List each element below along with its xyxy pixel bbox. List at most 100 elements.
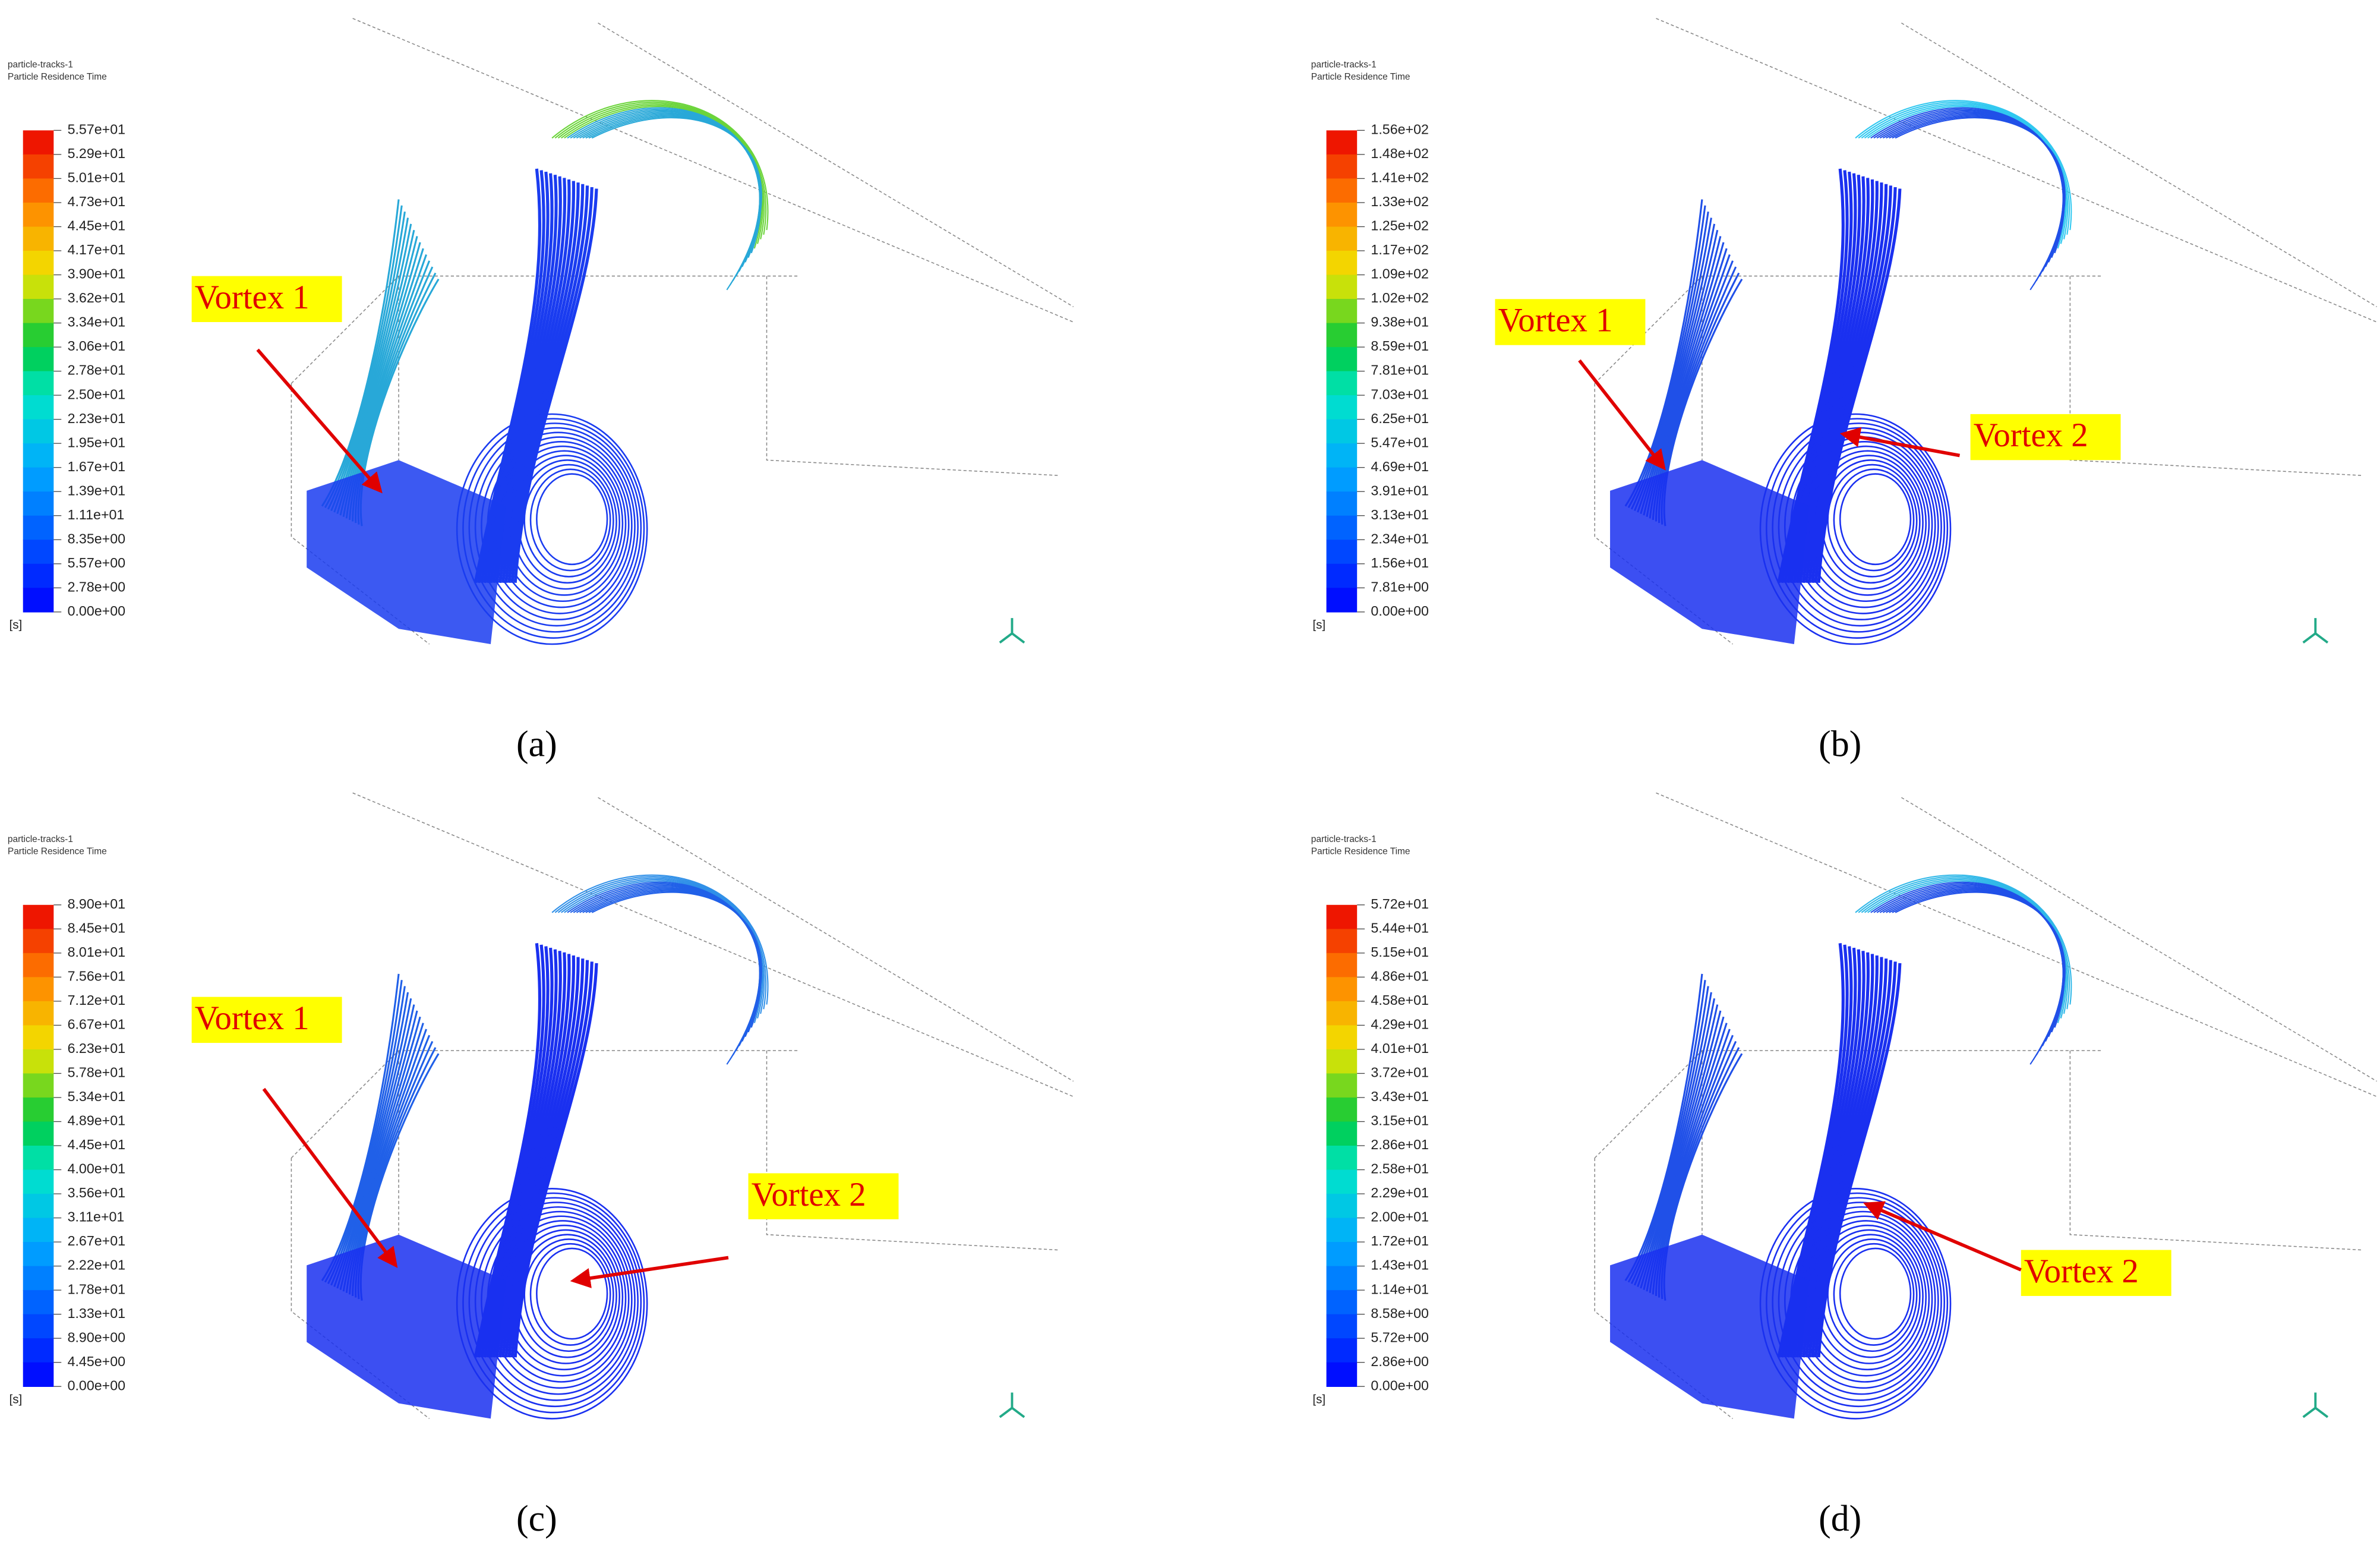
- track-band: [1795, 178, 1870, 584]
- legend-title: particle-tracks-1: [8, 834, 73, 844]
- track-loop: [536, 1247, 608, 1340]
- colorbar-label: 4.58e+01: [1371, 992, 1429, 1008]
- caption: (d): [1819, 1499, 1861, 1539]
- colorbar-segment: [1326, 1146, 1358, 1171]
- colorbar-segment: [23, 154, 54, 179]
- colorbar-segment: [1326, 1266, 1358, 1291]
- colorbar-label: 1.33e+02: [1371, 194, 1429, 209]
- track-arc: [1886, 888, 2065, 1051]
- track-arc: [588, 116, 762, 286]
- track-arc: [1892, 116, 2065, 286]
- colorbar-segment: [23, 953, 54, 978]
- track-arc: [1861, 103, 2069, 239]
- track-loop: [1833, 468, 1915, 572]
- colorbar-segment: [1326, 467, 1358, 492]
- colorbar-segment: [23, 588, 54, 613]
- panel: particle-tracks-1 Particle Residence Time…: [8, 18, 1074, 764]
- colorbar-label: 5.47e+01: [1371, 434, 1429, 450]
- track-arc: [1855, 874, 2072, 1005]
- annotation-box: [1970, 414, 2121, 461]
- axis-triad: [999, 618, 1025, 644]
- track-loop: [1839, 473, 1912, 566]
- colorbar-segment: [23, 540, 54, 565]
- colorbar-label: 4.29e+01: [1371, 1017, 1429, 1032]
- colorbar-segment: [23, 977, 54, 1002]
- colorbar-segment: [23, 323, 54, 348]
- colorbar-segment: [1326, 250, 1358, 276]
- particle-tracks: [307, 100, 769, 645]
- track-band: [1811, 185, 1892, 584]
- colorbar-label: 1.41e+02: [1371, 170, 1429, 185]
- colorbar-label: 4.89e+01: [68, 1113, 126, 1128]
- annotation-box: [191, 276, 342, 323]
- track-band: [504, 184, 585, 584]
- colorbar-label: 3.15e+01: [1371, 1113, 1429, 1128]
- colorbar-segment: [23, 467, 54, 492]
- track-band: [1811, 960, 1892, 1358]
- legend-title: Particle Residence Time: [8, 847, 107, 857]
- annotation-arrow: [1578, 359, 1666, 471]
- track-arc: [1889, 115, 2065, 281]
- track-base: [1610, 1234, 1810, 1419]
- colorbar-label: 6.23e+01: [68, 1040, 126, 1056]
- colorbar-segment: [1326, 929, 1358, 954]
- colorbar-segment: [23, 563, 54, 589]
- colorbar-label: 0.00e+00: [68, 603, 126, 619]
- colorbar-segment: [1326, 1001, 1358, 1026]
- track-arc: [591, 891, 762, 1065]
- colorbar-segment: [1326, 1121, 1358, 1146]
- track-arc: [551, 100, 769, 231]
- colorbar-segment: [1326, 1242, 1358, 1267]
- track-band: [1798, 954, 1874, 1358]
- colorbar-label: 2.50e+01: [68, 386, 126, 402]
- colorbar-segment: [1326, 1314, 1358, 1339]
- track-loop: [523, 463, 614, 578]
- colorbar-segment: [23, 275, 54, 299]
- legend-title: particle-tracks-1: [1311, 834, 1377, 844]
- annotation-label: Vortex 2: [752, 1176, 866, 1213]
- colorbar-segment: [1326, 1338, 1358, 1363]
- colorbar-segment: [23, 1194, 54, 1219]
- colorbar-segment: [1326, 275, 1358, 299]
- colorbar-label: 0.00e+00: [1371, 603, 1429, 619]
- track-arc: [554, 876, 767, 1010]
- colorbar-segment: [1326, 1025, 1358, 1050]
- colorbar-label: 2.00e+01: [1371, 1209, 1429, 1225]
- colorbar-label: 5.72e+01: [1371, 896, 1429, 912]
- colorbar-segment: [23, 1338, 54, 1363]
- track-arc: [551, 874, 769, 1005]
- colorbar-segment: [23, 226, 54, 251]
- colorbar-label: 1.78e+01: [68, 1281, 126, 1297]
- colorbar-segment: [1326, 904, 1358, 930]
- colorbar-label: 6.67e+01: [68, 1017, 126, 1032]
- track-band: [501, 182, 580, 584]
- annotation-box: [1495, 299, 1646, 345]
- track-base: [307, 1234, 506, 1419]
- annotation-box: [2021, 1250, 2171, 1296]
- colorbar-label: 2.67e+01: [68, 1233, 126, 1248]
- annotation-arrow: [570, 1256, 729, 1288]
- colorbar-label: 3.72e+01: [1371, 1065, 1429, 1080]
- track-band: [1801, 181, 1879, 584]
- colorbar-segment: [23, 178, 54, 203]
- colorbar-segment: [1326, 371, 1358, 396]
- colorbar-segment: [1326, 1218, 1358, 1243]
- legend-title: particle-tracks-1: [8, 60, 73, 70]
- track-loop: [536, 473, 608, 566]
- track-loop: [529, 468, 611, 572]
- track-arc: [1892, 890, 2065, 1061]
- colorbar-segment: [1326, 1049, 1358, 1074]
- track-arc: [591, 117, 762, 291]
- track-base: [307, 460, 506, 645]
- colorbar-label: 1.33e+01: [68, 1306, 126, 1321]
- track-band: [1795, 952, 1870, 1358]
- track-loop: [1833, 1243, 1915, 1346]
- track-arc: [557, 877, 765, 1014]
- track-band: [510, 187, 594, 583]
- colorbar-label: 3.43e+01: [1371, 1089, 1429, 1104]
- colorbar-label: 4.73e+01: [68, 194, 126, 209]
- unit-label: [s]: [9, 618, 22, 632]
- annotation-label: Vortex 2: [2024, 1253, 2139, 1290]
- colorbar-label: 4.86e+01: [1371, 968, 1429, 983]
